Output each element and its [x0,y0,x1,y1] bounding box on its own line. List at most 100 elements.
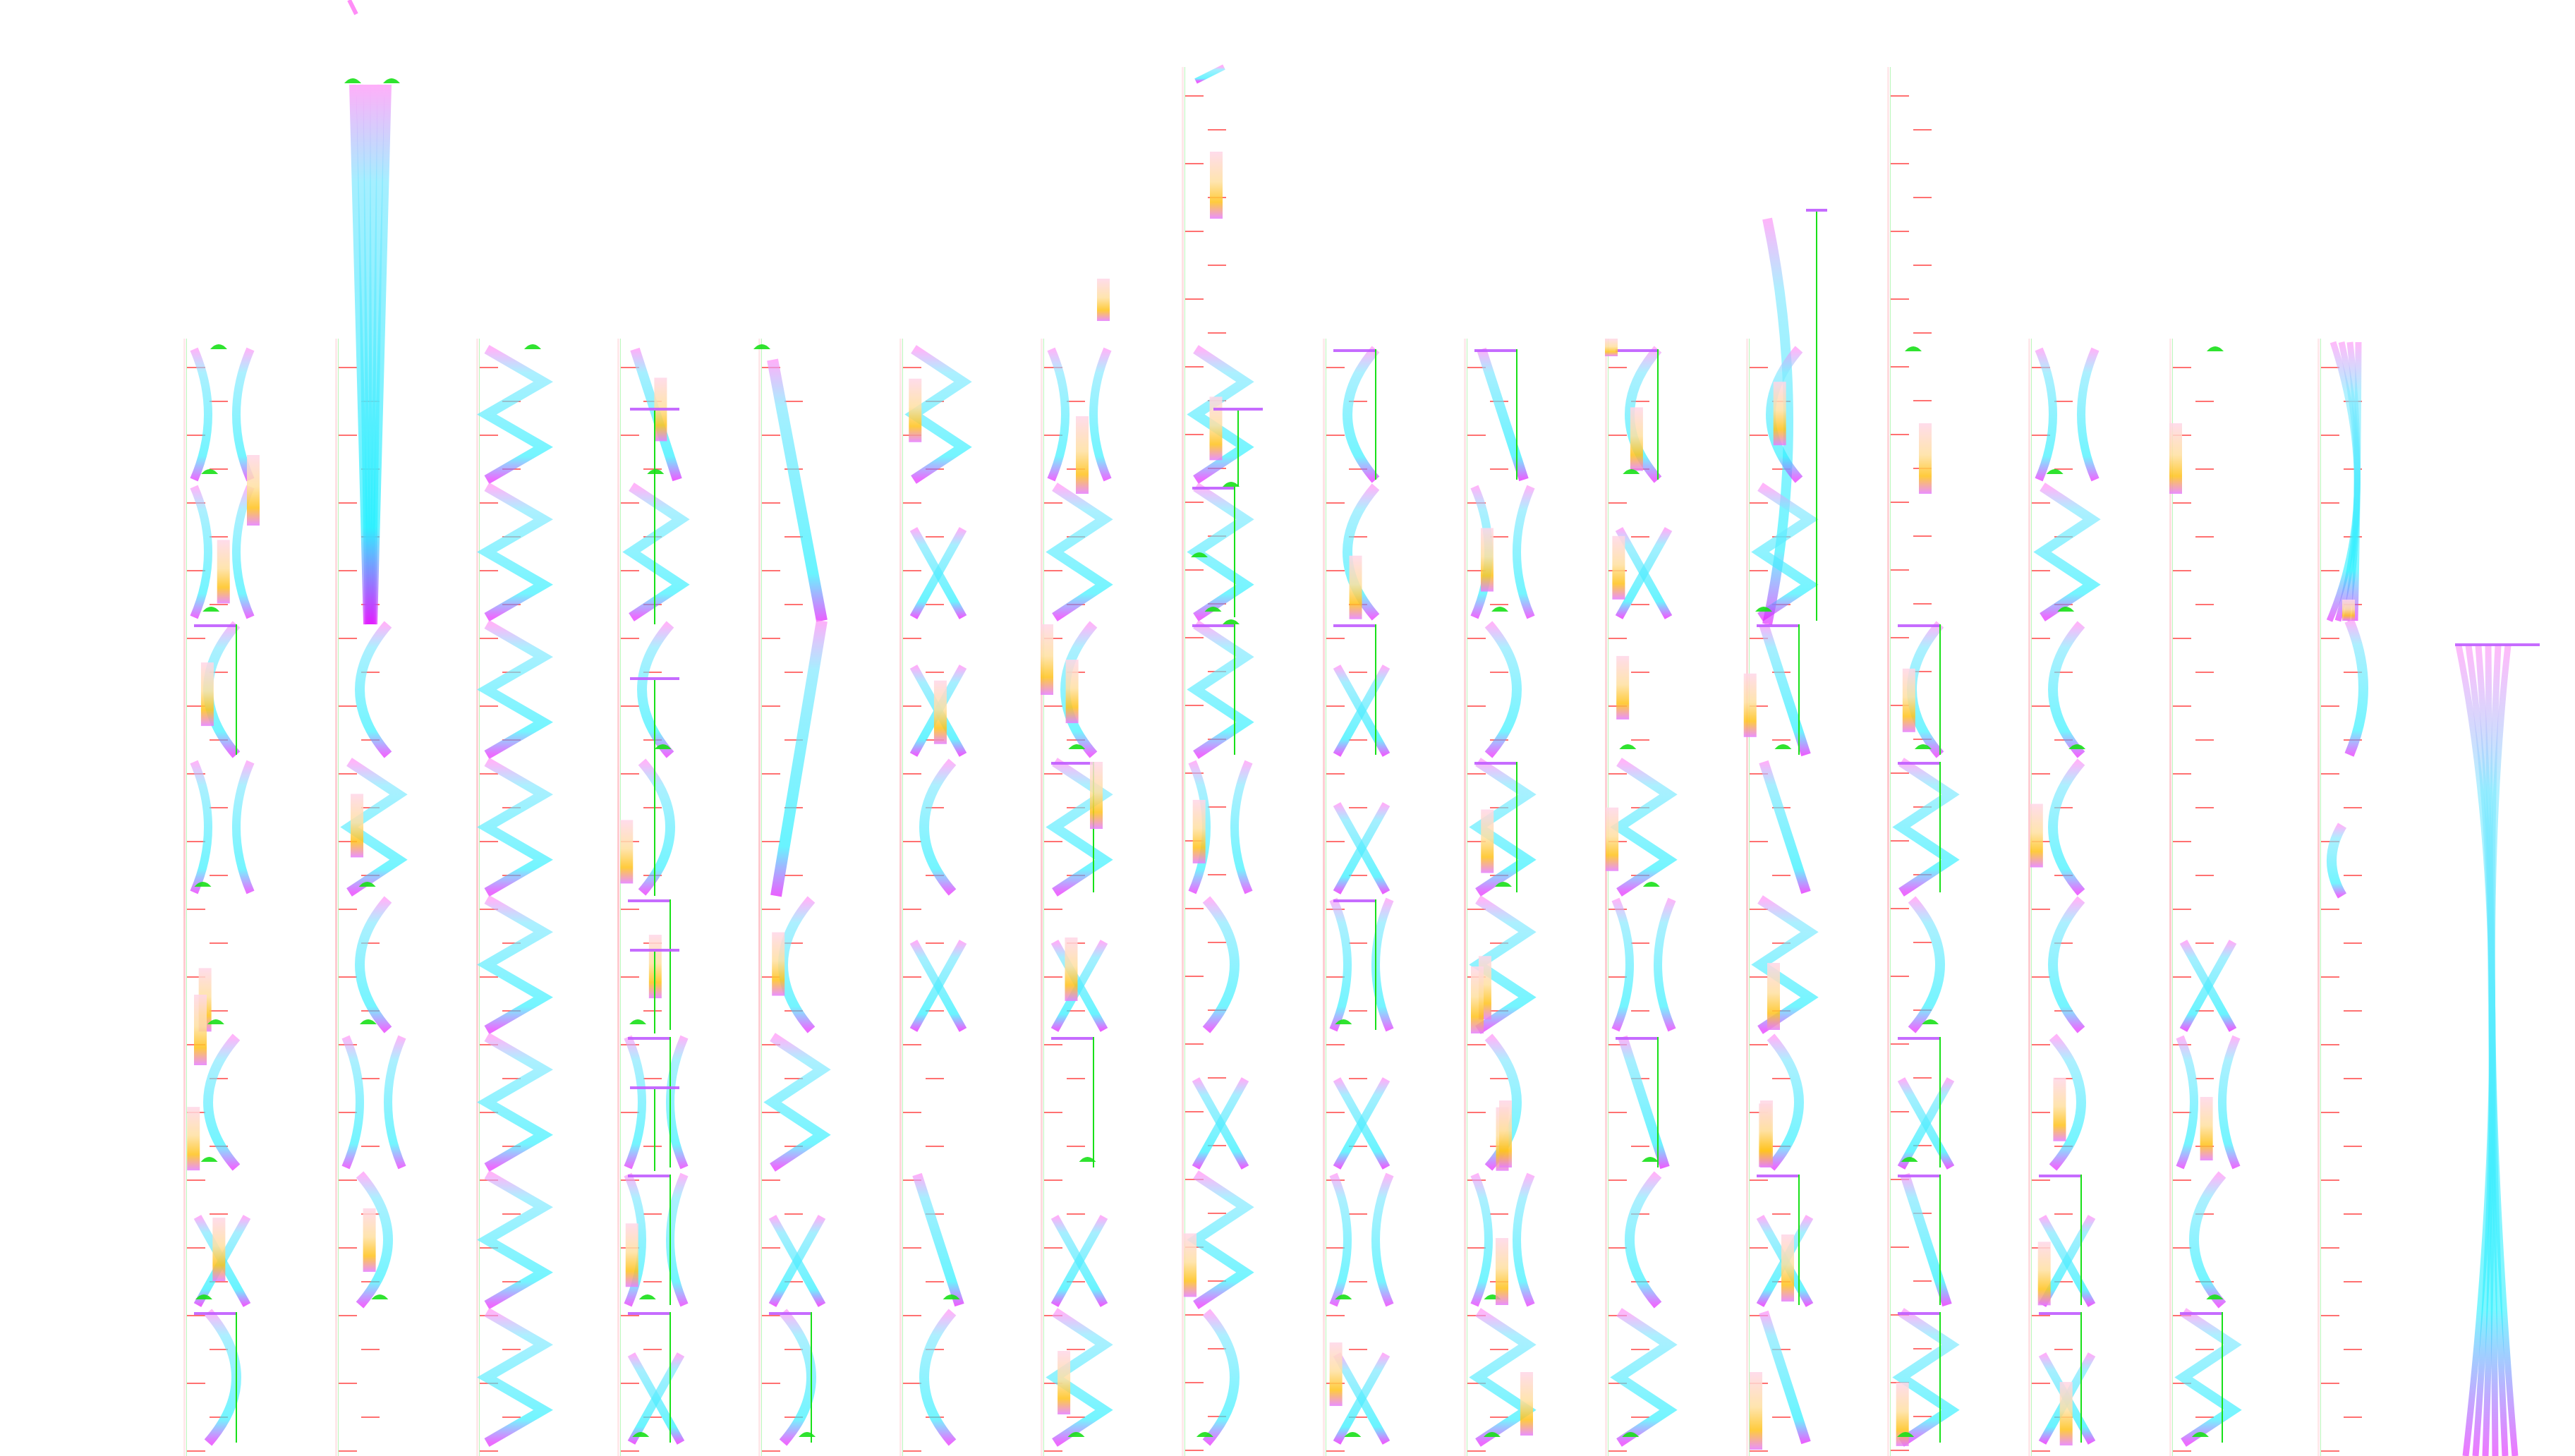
tick-label [480,909,498,910]
tick-label [480,773,498,775]
cross-beam [909,940,967,1032]
leaf-marker [1905,346,1922,351]
rail-line [479,339,480,1456]
arc-beam [204,1309,241,1446]
tick-label [784,401,803,402]
fan-beam [370,84,392,625]
tick-label [187,435,205,436]
cap-bar [194,624,236,627]
tick-label [1913,265,1932,266]
cap-bar [628,1175,670,1177]
tick-label [1608,1247,1627,1249]
tick-label [1750,1179,1768,1181]
tick-label [1067,1281,1085,1282]
cap-bar [1192,487,1235,490]
leaf-marker [1335,1294,1352,1299]
tick-label [762,1247,780,1249]
tick-label [480,705,498,707]
tick-label [1349,1213,1367,1215]
tick-label [1326,705,1345,707]
tick-label [1631,1416,1649,1418]
tick-label [1631,1146,1649,1147]
tick-label [1349,1010,1367,1012]
tick-label [926,604,944,605]
tick-label [1608,976,1627,978]
cap-bar [1757,1175,1799,1177]
tick-label [210,1010,228,1012]
arc-beam [1767,1033,1804,1171]
tick-label [903,705,921,707]
tick-label [2344,1213,2362,1215]
tick-label [1891,502,1909,503]
tick-label [2173,976,2191,978]
tick-label [2344,1146,2362,1147]
zigzag-beam [1892,1308,1960,1447]
tick-label [1044,1247,1062,1249]
zigzag-beam [2174,1308,2242,1447]
tick-label [926,1281,944,1282]
tick-label [2173,1383,2191,1384]
tick-label [1208,942,1226,943]
highlight-block [2053,1077,2066,1141]
arc-beam [2048,758,2085,896]
tick-label [1913,197,1932,198]
arc-beam [356,1171,393,1309]
zigzag-beam [1610,1308,1678,1447]
highlight-block [2200,1097,2213,1161]
tick-label [1044,570,1062,571]
leaf-marker [358,882,376,887]
tick-label [2054,942,2073,944]
hourglass-beam [190,760,212,894]
cap-bar [1898,762,1940,765]
tick-label [1750,502,1768,504]
tick-label [2032,705,2050,707]
tick-label [1891,976,1909,977]
tick-label [2054,468,2073,470]
tick-label [2173,1247,2191,1249]
tick-label [903,1315,921,1316]
tick-label [643,468,662,470]
tick-label [210,942,228,944]
highlight-block [1605,339,1618,356]
tick-label [1490,604,1508,605]
tick-label [2054,807,2073,808]
tick-label [2032,1383,2050,1384]
tick-label [2344,1349,2362,1350]
cap-bar [1333,899,1376,902]
arc-beam [1625,346,1662,483]
tick-label [1631,1349,1649,1350]
tick-label [339,1247,357,1249]
tick-label [1067,1416,1085,1418]
tick-label [926,1349,944,1350]
highlight-block [212,1218,226,1282]
leaf-marker [943,1294,960,1299]
tick-label [1326,570,1345,571]
tick-label [1044,1179,1062,1181]
hourglass-beam [2218,1035,2241,1170]
tick-label [1750,909,1768,910]
cap-bar [1898,1037,1940,1040]
zigzag-beam [1610,758,1678,897]
tick-label [1185,1382,1204,1383]
cross-beam [1615,527,1673,619]
hourglass-beam [1513,1172,1535,1307]
tick-label [621,1315,639,1316]
tick-label [210,604,228,605]
tick-label [2321,773,2339,775]
tick-label [1750,638,1768,639]
rail-line [761,339,762,1456]
hourglass-beam [190,485,212,619]
tick-label [1208,1280,1226,1282]
tick-label [1750,705,1768,707]
arc-beam [2048,621,2085,758]
tick-label [643,1281,662,1282]
tick-label [926,1010,944,1012]
leaf-marker [1494,882,1512,887]
highlight-block [772,932,785,996]
tick-label [762,841,780,842]
tick-label [1467,705,1486,707]
highlight-block [1192,799,1206,863]
tick-label [2321,705,2339,707]
leaf-marker [654,744,672,749]
